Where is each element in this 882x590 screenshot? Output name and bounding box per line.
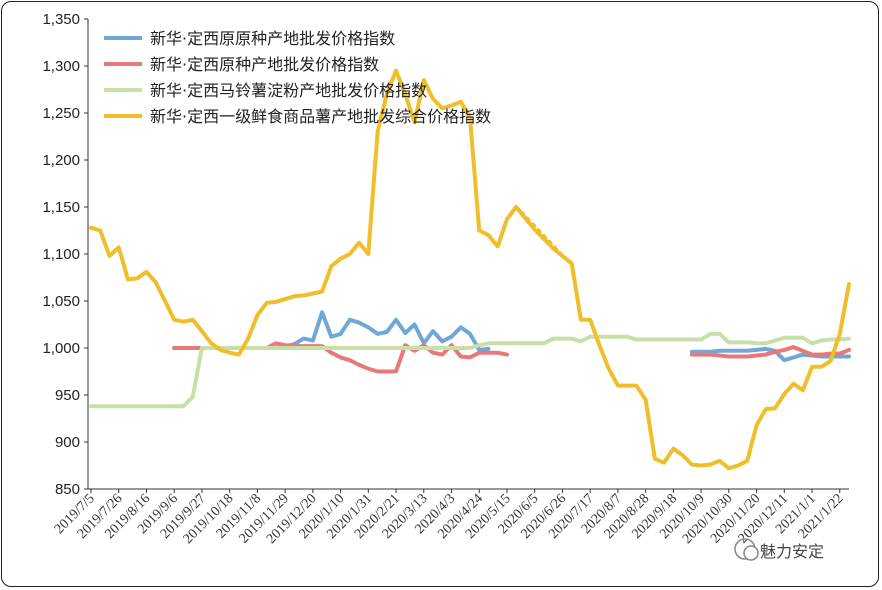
series-gap-dotted [514,205,565,258]
legend-label: 新华·定西一级鲜食商品薯产地批发综合价格指数 [150,107,491,126]
watermark: 魅力安定 [734,538,824,561]
legend: 新华·定西原原种产地批发价格指数新华·定西原种产地批发价格指数新华·定西马铃薯淀… [104,29,491,126]
y-tick-label: 1,100 [42,246,80,263]
watermark-text: 魅力安定 [760,542,824,561]
y-tick-label: 950 [55,387,80,404]
y-tick-label: 1,050 [42,293,80,310]
y-axis-ticks: 850 900 950 1,000 1,050 1,100 1,150 1,200 1,250 1… [42,11,88,498]
y-tick-label: 1,200 [42,152,80,169]
legend-label: 新华·定西马铃薯淀粉产地批发价格指数 [150,81,427,100]
y-tick-label: 1,350 [42,11,80,28]
x-axis-ticks: 2019/7/52019/7/262019/8/162019/9/62019/9… [52,489,847,547]
legend-label: 新华·定西原原种产地批发价格指数 [150,29,395,48]
series-line [89,331,851,409]
y-tick-label: 850 [55,481,80,498]
series-line [689,346,851,363]
series-3 [89,331,851,409]
series-line [689,345,851,359]
series-line [172,310,491,352]
series-lines [89,68,851,471]
series-4 [89,68,851,471]
y-tick-label: 1,250 [42,105,80,122]
wechat-icon-bubble [743,545,759,561]
y-tick-label: 1,000 [42,340,80,357]
y-tick-label: 900 [55,434,80,451]
series-line [89,68,851,471]
legend-label: 新华·定西原种产地批发价格指数 [150,55,379,74]
y-tick-label: 1,300 [42,58,80,75]
y-tick-label: 1,150 [42,199,80,216]
series-1 [172,310,851,363]
